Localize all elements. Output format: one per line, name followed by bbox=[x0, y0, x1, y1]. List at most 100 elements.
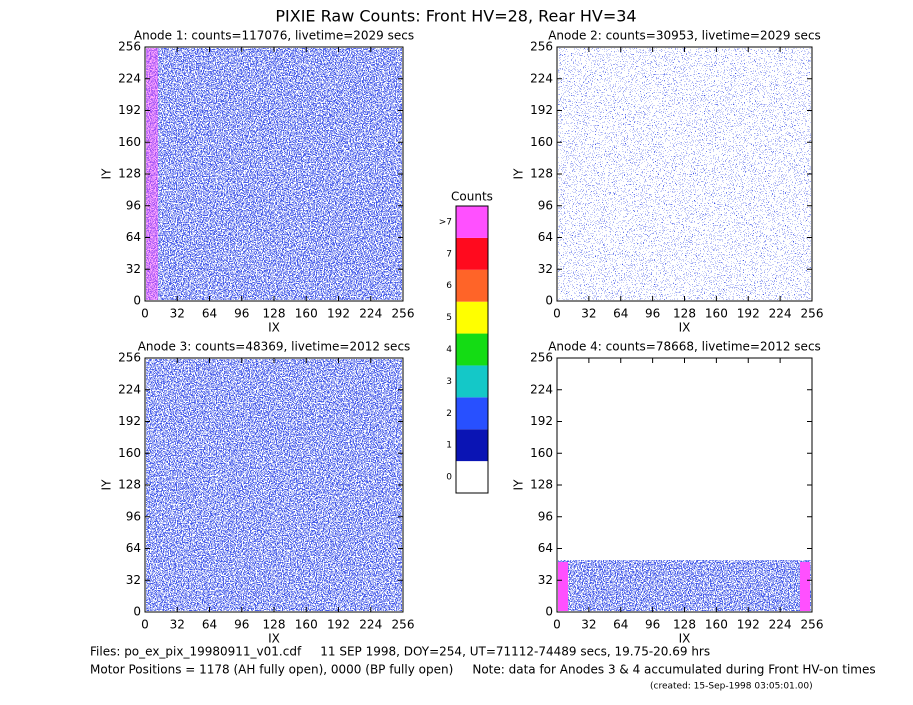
x-tick-label: 128 bbox=[673, 618, 696, 632]
y-tick-label: 256 bbox=[530, 40, 553, 54]
y-tick-label: 128 bbox=[530, 167, 553, 181]
x-tick-label: 128 bbox=[673, 307, 696, 321]
texture bbox=[146, 48, 811, 611]
x-tick-label: 96 bbox=[645, 307, 660, 321]
colorbar-swatch bbox=[456, 397, 488, 430]
colorbar-label: 0 bbox=[446, 473, 452, 483]
y-tick-label: 32 bbox=[538, 262, 553, 276]
y-tick-label: 192 bbox=[118, 414, 141, 428]
x-tick-label: 256 bbox=[392, 618, 415, 632]
x-tick-label: 192 bbox=[327, 307, 350, 321]
y-tick-label: 32 bbox=[126, 262, 141, 276]
panel-title: Anode 3: counts=48369, livetime=2012 sec… bbox=[138, 340, 411, 354]
x-axis-label: IX bbox=[679, 632, 691, 646]
x-tick-label: 0 bbox=[141, 618, 149, 632]
x-tick-label: 192 bbox=[327, 618, 350, 632]
y-tick-label: 32 bbox=[538, 573, 553, 587]
x-tick-label: 96 bbox=[234, 618, 249, 632]
colorbar-frame bbox=[455, 205, 489, 494]
x-tick-label: 256 bbox=[392, 307, 415, 321]
x-tick-label: 128 bbox=[263, 618, 286, 632]
y-tick-label: 64 bbox=[126, 541, 141, 555]
y-tick-label: 160 bbox=[530, 135, 553, 149]
x-tick-label: 96 bbox=[645, 618, 660, 632]
y-axis-label: IY bbox=[100, 479, 114, 491]
colorbar-swatch bbox=[456, 237, 488, 270]
colorbar-label: 3 bbox=[446, 377, 452, 387]
colorbar-swatch bbox=[456, 461, 488, 493]
x-tick-label: 160 bbox=[705, 307, 728, 321]
colorbar-swatch bbox=[456, 301, 488, 334]
x-tick-label: 256 bbox=[801, 618, 824, 632]
footer-motor: Motor Positions = 1178 (AH fully open), … bbox=[90, 663, 876, 677]
x-tick-label: 0 bbox=[141, 307, 149, 321]
y-tick-label: 64 bbox=[538, 230, 553, 244]
y-tick-label: 128 bbox=[118, 167, 141, 181]
x-tick-label: 0 bbox=[553, 618, 561, 632]
x-tick-label: 256 bbox=[801, 307, 824, 321]
y-tick-label: 256 bbox=[118, 351, 141, 365]
panel-title: Anode 2: counts=30953, livetime=2029 sec… bbox=[548, 29, 821, 43]
y-tick-label: 32 bbox=[126, 573, 141, 587]
colorbar-swatch bbox=[456, 269, 488, 302]
colorbar-label: 6 bbox=[446, 281, 452, 291]
x-tick-label: 32 bbox=[170, 618, 185, 632]
y-axis-label: IY bbox=[512, 479, 526, 491]
x-axis-label: IX bbox=[268, 632, 280, 646]
y-tick-label: 224 bbox=[118, 71, 141, 85]
colorbar-label: 1 bbox=[446, 441, 452, 451]
y-tick-label: 128 bbox=[530, 478, 553, 492]
x-tick-label: 160 bbox=[295, 618, 318, 632]
colorbar-label: 2 bbox=[446, 409, 452, 419]
y-tick-label: 160 bbox=[530, 446, 553, 460]
x-tick-label: 0 bbox=[553, 307, 561, 321]
y-tick-label: 160 bbox=[118, 446, 141, 460]
y-tick-label: 224 bbox=[530, 71, 553, 85]
y-tick-label: 96 bbox=[126, 509, 141, 523]
y-tick-label: 64 bbox=[538, 541, 553, 555]
x-tick-label: 192 bbox=[737, 307, 760, 321]
y-tick-label: 192 bbox=[530, 103, 553, 117]
x-tick-label: 160 bbox=[705, 618, 728, 632]
x-tick-label: 64 bbox=[613, 307, 628, 321]
y-tick-label: 224 bbox=[118, 382, 141, 396]
panel-title: Anode 1: counts=117076, livetime=2029 se… bbox=[134, 29, 414, 43]
colorbar-label: >7 bbox=[439, 217, 452, 227]
x-tick-label: 224 bbox=[769, 618, 792, 632]
x-tick-label: 160 bbox=[295, 307, 318, 321]
x-tick-label: 96 bbox=[234, 307, 249, 321]
y-tick-label: 256 bbox=[530, 351, 553, 365]
colorbar-swatch bbox=[456, 365, 488, 398]
x-tick-label: 192 bbox=[737, 618, 760, 632]
x-tick-label: 224 bbox=[769, 307, 792, 321]
colorbar-label: 4 bbox=[446, 345, 452, 355]
x-tick-label: 64 bbox=[202, 618, 217, 632]
y-tick-label: 192 bbox=[530, 414, 553, 428]
y-tick-label: 192 bbox=[118, 103, 141, 117]
panel-title: Anode 4: counts=78668, livetime=2012 sec… bbox=[548, 340, 821, 354]
x-tick-label: 32 bbox=[581, 307, 596, 321]
y-tick-label: 96 bbox=[126, 198, 141, 212]
y-tick-label: 160 bbox=[118, 135, 141, 149]
x-tick-label: 224 bbox=[359, 307, 382, 321]
y-axis-label: IY bbox=[512, 168, 526, 180]
y-tick-label: 0 bbox=[133, 605, 141, 619]
y-tick-label: 96 bbox=[538, 198, 553, 212]
x-tick-label: 32 bbox=[581, 618, 596, 632]
y-tick-label: 0 bbox=[545, 605, 553, 619]
x-axis-label: IX bbox=[679, 321, 691, 335]
y-tick-label: 0 bbox=[133, 294, 141, 308]
y-tick-label: 0 bbox=[545, 294, 553, 308]
x-tick-label: 64 bbox=[202, 307, 217, 321]
y-tick-label: 256 bbox=[118, 40, 141, 54]
x-tick-label: 128 bbox=[263, 307, 286, 321]
x-axis-label: IX bbox=[268, 321, 280, 335]
colorbar-swatch bbox=[456, 333, 488, 366]
y-tick-label: 128 bbox=[118, 478, 141, 492]
colorbar-title: Counts bbox=[451, 190, 493, 204]
footer-created: (created: 15-Sep-1998 03:05:01.00) bbox=[650, 682, 813, 692]
colorbar-swatch bbox=[456, 429, 488, 462]
colorbar-label: 7 bbox=[446, 249, 452, 259]
colorbar-swatch bbox=[456, 206, 488, 238]
